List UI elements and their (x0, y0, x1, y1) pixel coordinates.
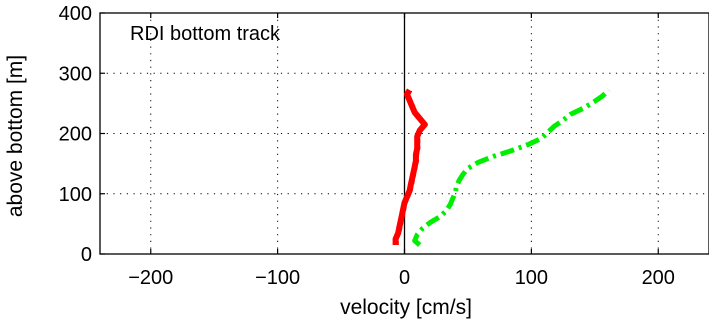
grid-layer (100, 13, 709, 254)
x-tick-label: 0 (399, 267, 410, 289)
x-axis-label: velocity [cm/s] (340, 296, 472, 319)
series-line-2 (412, 88, 611, 247)
y-axis-label: above bottom [m] (4, 55, 27, 217)
x-tick-label: −200 (128, 267, 173, 289)
ticks-layer: −200 −100 0 100 200 0 100 200 300 400 (59, 3, 675, 289)
x-tick-label: 200 (642, 267, 675, 289)
series-line-1 (392, 88, 428, 245)
x-tick-label: 100 (515, 267, 548, 289)
annotation-label: RDI bottom track (130, 23, 281, 45)
y-tick-label: 100 (59, 184, 92, 206)
y-tick-label: 300 (59, 63, 92, 85)
y-tick-label: 200 (59, 124, 92, 146)
y-tick-label: 0 (81, 244, 92, 266)
y-tick-label: 400 (59, 3, 92, 25)
series-layer (392, 88, 611, 247)
x-tick-label: −100 (255, 267, 300, 289)
